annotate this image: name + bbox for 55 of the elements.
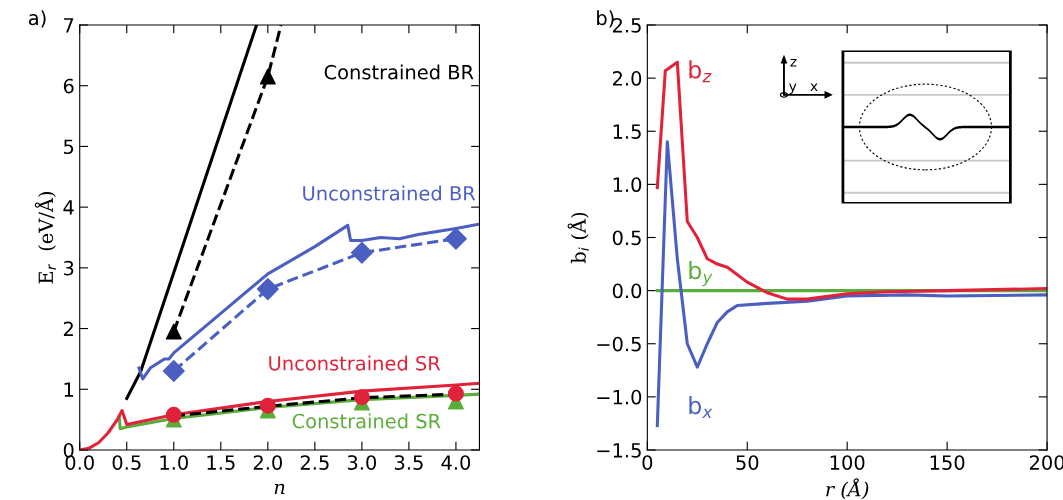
- x-axis-title: r (Å): [826, 478, 869, 500]
- point: [444, 227, 467, 250]
- line-series: [655, 140, 1048, 428]
- y-axis-title: b$_{i}$ (Å): [567, 212, 589, 264]
- text: Constrained BR: [324, 64, 474, 80]
- annotation: y: [789, 83, 797, 94]
- x-tick-label: 100: [830, 455, 865, 470]
- chart-title: b): [597, 10, 614, 28]
- y-tick-label: 7: [64, 18, 74, 33]
- y-tick-label: 1: [64, 382, 74, 397]
- series-label: Unconstrained BR: [303, 185, 476, 201]
- y-tick-label: 2.0: [612, 71, 642, 86]
- point: [165, 406, 182, 423]
- point: [256, 278, 279, 301]
- x-tick-label: 0.5: [112, 455, 141, 470]
- series-label: b$_{z}$: [689, 60, 712, 83]
- y-tick-label: 5: [63, 139, 74, 155]
- y-tick-label: 6: [63, 78, 74, 94]
- y-tick-label: −1.0: [597, 389, 642, 405]
- x-tick-label: 1.5: [207, 455, 235, 470]
- y-tick-label: 0.5: [612, 230, 641, 246]
- chart-title: a): [28, 10, 46, 28]
- x-tick-label: 1.0: [160, 455, 188, 470]
- y-tick-label: −0.5: [597, 336, 641, 352]
- series-label: b$_{y}$: [689, 260, 713, 287]
- y-tick-label: 1.0: [613, 177, 642, 193]
- y-tick-label: 3: [63, 260, 74, 276]
- y-tick-label: 0.0: [612, 283, 642, 299]
- x-tick-label: 150: [930, 455, 965, 470]
- x-tick-label: 3.5: [394, 455, 423, 470]
- point: [447, 385, 464, 402]
- series-label: b$_{x}$: [689, 396, 713, 418]
- point: [259, 68, 276, 85]
- point: [165, 323, 182, 340]
- y-tick-label: 2: [63, 321, 73, 336]
- point: [162, 360, 185, 383]
- series-label: Unconstrained SR: [269, 355, 441, 371]
- x-tick-label: 4.0: [441, 455, 471, 470]
- x-tick-label: 2.0: [253, 455, 282, 470]
- line-series: [655, 60, 1048, 301]
- x-tick-label: 0: [642, 455, 653, 470]
- annotation: x: [810, 83, 818, 92]
- y-axis-title: E$_{r}$ (eV/Å): [34, 192, 57, 284]
- y-tick-label: 4: [63, 200, 74, 215]
- x-tick-label: 2.5: [300, 455, 329, 470]
- point: [350, 241, 373, 264]
- x-tick-label: 50: [736, 455, 759, 470]
- point: [259, 397, 276, 414]
- series-label: Constrained SR: [292, 413, 441, 429]
- point: [353, 389, 370, 406]
- x-axis-title: n: [274, 483, 285, 495]
- y-tick-label: 1.5: [613, 124, 641, 139]
- x-tick-label: 3.0: [347, 455, 377, 470]
- y-tick-label: −1.5: [597, 443, 641, 458]
- annotation: z: [790, 58, 797, 67]
